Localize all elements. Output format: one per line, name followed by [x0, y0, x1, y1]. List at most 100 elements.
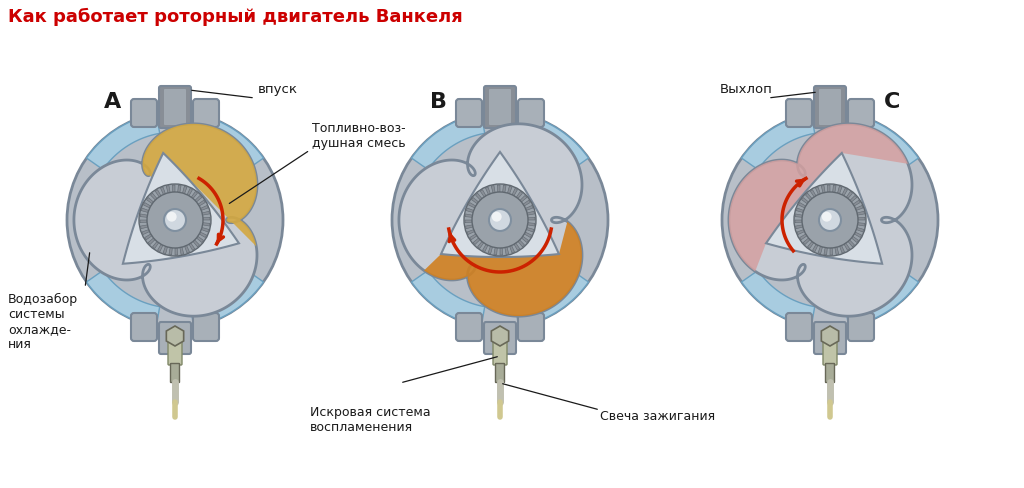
Polygon shape	[123, 153, 239, 264]
FancyBboxPatch shape	[493, 331, 507, 365]
Polygon shape	[202, 211, 210, 215]
Polygon shape	[515, 270, 589, 326]
Polygon shape	[821, 326, 839, 346]
Polygon shape	[833, 185, 836, 192]
Polygon shape	[202, 227, 209, 232]
Polygon shape	[169, 247, 172, 255]
Circle shape	[392, 112, 608, 328]
FancyBboxPatch shape	[518, 313, 544, 341]
Polygon shape	[810, 190, 816, 197]
Polygon shape	[806, 193, 812, 200]
Polygon shape	[412, 114, 484, 169]
Polygon shape	[475, 193, 482, 200]
Polygon shape	[846, 191, 853, 199]
Polygon shape	[399, 124, 582, 316]
Polygon shape	[845, 114, 919, 169]
Polygon shape	[741, 114, 815, 169]
Polygon shape	[795, 220, 802, 223]
Polygon shape	[527, 211, 535, 215]
Polygon shape	[441, 152, 559, 257]
Polygon shape	[855, 205, 863, 210]
Polygon shape	[191, 191, 198, 199]
FancyBboxPatch shape	[496, 364, 505, 383]
Polygon shape	[512, 188, 517, 196]
FancyBboxPatch shape	[848, 313, 874, 341]
FancyBboxPatch shape	[484, 322, 516, 354]
Polygon shape	[729, 124, 908, 271]
FancyBboxPatch shape	[786, 99, 812, 127]
Text: Водозабор
системы
охлажде-
ния: Водозабор системы охлажде- ния	[8, 293, 78, 351]
Polygon shape	[492, 326, 509, 346]
Polygon shape	[189, 243, 195, 250]
Polygon shape	[477, 242, 483, 248]
Polygon shape	[857, 223, 865, 226]
Polygon shape	[195, 196, 202, 202]
Text: B: B	[429, 92, 446, 112]
FancyBboxPatch shape	[814, 86, 846, 128]
FancyBboxPatch shape	[814, 322, 846, 354]
Text: впуск: впуск	[258, 83, 298, 96]
FancyBboxPatch shape	[456, 313, 482, 341]
Text: C: C	[884, 92, 900, 112]
Polygon shape	[144, 234, 152, 240]
Polygon shape	[524, 232, 531, 238]
Polygon shape	[166, 326, 183, 346]
FancyBboxPatch shape	[823, 331, 837, 365]
FancyBboxPatch shape	[171, 364, 179, 383]
Polygon shape	[821, 185, 825, 193]
FancyBboxPatch shape	[489, 89, 511, 125]
FancyBboxPatch shape	[168, 331, 182, 365]
Text: Свеча зажигания: Свеча зажигания	[600, 410, 715, 423]
Polygon shape	[856, 227, 863, 232]
Polygon shape	[505, 247, 509, 254]
Polygon shape	[741, 270, 815, 326]
FancyBboxPatch shape	[848, 99, 874, 127]
FancyBboxPatch shape	[819, 89, 841, 125]
Polygon shape	[470, 234, 477, 240]
Polygon shape	[151, 193, 157, 200]
Polygon shape	[514, 243, 520, 250]
Polygon shape	[172, 185, 175, 192]
Circle shape	[142, 186, 204, 247]
Polygon shape	[140, 220, 147, 223]
Polygon shape	[840, 245, 845, 253]
Polygon shape	[796, 214, 803, 217]
Polygon shape	[848, 240, 855, 247]
Polygon shape	[521, 236, 528, 243]
Polygon shape	[203, 217, 210, 220]
Polygon shape	[178, 185, 181, 192]
FancyBboxPatch shape	[159, 86, 191, 128]
FancyBboxPatch shape	[825, 364, 835, 383]
Polygon shape	[482, 244, 488, 252]
Polygon shape	[180, 247, 183, 254]
Polygon shape	[153, 242, 159, 248]
Polygon shape	[466, 208, 474, 212]
Polygon shape	[140, 214, 147, 217]
Polygon shape	[808, 242, 814, 248]
Polygon shape	[466, 225, 473, 229]
Circle shape	[167, 212, 177, 222]
Polygon shape	[141, 208, 148, 212]
Polygon shape	[87, 270, 160, 326]
FancyBboxPatch shape	[193, 99, 219, 127]
Polygon shape	[830, 248, 833, 255]
Circle shape	[464, 184, 536, 256]
Polygon shape	[148, 238, 155, 244]
Polygon shape	[858, 217, 865, 220]
Polygon shape	[796, 225, 803, 229]
FancyBboxPatch shape	[786, 313, 812, 341]
Polygon shape	[797, 229, 805, 235]
Polygon shape	[471, 198, 478, 204]
Polygon shape	[182, 186, 187, 194]
Polygon shape	[729, 124, 912, 316]
Polygon shape	[503, 185, 506, 192]
Polygon shape	[853, 200, 860, 206]
Polygon shape	[492, 185, 496, 193]
Polygon shape	[184, 245, 189, 253]
Polygon shape	[528, 217, 535, 220]
Polygon shape	[812, 244, 818, 252]
Circle shape	[722, 112, 938, 328]
Polygon shape	[815, 187, 820, 195]
Polygon shape	[193, 240, 200, 247]
FancyBboxPatch shape	[193, 313, 219, 341]
